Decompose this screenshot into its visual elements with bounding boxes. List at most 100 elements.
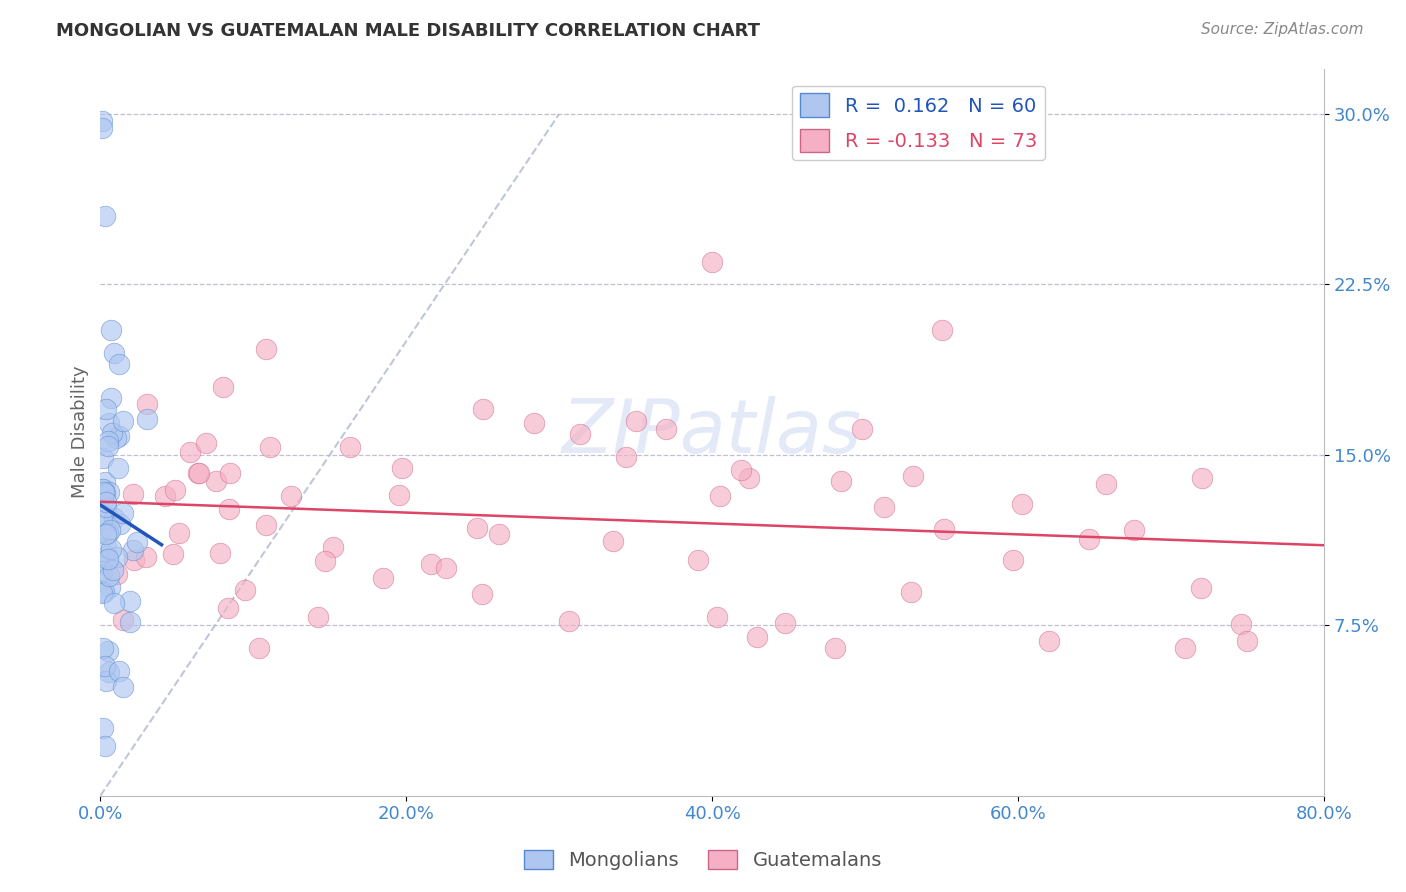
Point	[107, 461, 129, 475]
Point	[745, 631, 768, 645]
Point	[103, 596, 125, 610]
Point	[100, 541, 122, 556]
Point	[103, 562, 125, 576]
Point	[901, 469, 924, 483]
Point	[94, 739, 117, 753]
Point	[100, 391, 122, 405]
Point	[105, 431, 128, 445]
Point	[98, 580, 121, 594]
Point	[108, 429, 131, 443]
Point	[314, 554, 336, 568]
Point	[1174, 640, 1197, 655]
Point	[97, 526, 120, 541]
Point	[217, 601, 239, 615]
Point	[1038, 634, 1060, 648]
Point	[931, 323, 953, 337]
Point	[322, 540, 344, 554]
Point	[830, 474, 852, 488]
Point	[1191, 470, 1213, 484]
Point	[111, 506, 134, 520]
Point	[179, 444, 201, 458]
Point	[488, 527, 510, 541]
Point	[465, 521, 488, 535]
Point	[738, 471, 761, 485]
Point	[96, 549, 118, 564]
Point	[371, 570, 394, 584]
Point	[195, 436, 218, 450]
Point	[730, 462, 752, 476]
Point	[94, 659, 117, 673]
Point	[122, 487, 145, 501]
Point	[100, 425, 122, 440]
Point	[96, 402, 118, 417]
Point	[900, 584, 922, 599]
Point	[471, 402, 494, 417]
Point	[97, 434, 120, 448]
Point	[110, 516, 132, 531]
Point	[98, 569, 121, 583]
Point	[247, 640, 270, 655]
Point	[824, 640, 846, 655]
Point	[93, 508, 115, 523]
Point	[90, 482, 112, 496]
Point	[706, 610, 728, 624]
Point	[339, 440, 361, 454]
Point	[307, 609, 329, 624]
Point	[872, 500, 894, 515]
Point	[624, 414, 647, 428]
Point	[211, 380, 233, 394]
Point	[259, 440, 281, 454]
Point	[218, 501, 240, 516]
Point	[169, 525, 191, 540]
Point	[97, 485, 120, 500]
Point	[118, 615, 141, 630]
Point	[94, 527, 117, 541]
Y-axis label: Male Disability: Male Disability	[72, 366, 89, 499]
Point	[205, 475, 228, 489]
Point	[209, 546, 232, 560]
Point	[254, 343, 277, 357]
Point	[471, 587, 494, 601]
Point	[97, 416, 120, 430]
Point	[107, 664, 129, 678]
Point	[105, 549, 128, 564]
Text: ZIPatlas: ZIPatlas	[562, 396, 862, 468]
Point	[90, 120, 112, 135]
Point	[107, 357, 129, 371]
Point	[97, 551, 120, 566]
Point	[162, 547, 184, 561]
Point	[700, 254, 723, 268]
Point	[105, 566, 128, 581]
Point	[1095, 477, 1118, 491]
Point	[136, 412, 159, 426]
Point	[112, 680, 135, 694]
Point	[1189, 582, 1212, 596]
Point	[932, 522, 955, 536]
Point	[97, 665, 120, 680]
Point	[1078, 532, 1101, 546]
Point	[851, 421, 873, 435]
Point	[91, 450, 114, 465]
Point	[709, 489, 731, 503]
Point	[103, 511, 125, 525]
Point	[773, 615, 796, 630]
Point	[100, 323, 122, 337]
Point	[122, 553, 145, 567]
Point	[136, 397, 159, 411]
Point	[112, 414, 135, 428]
Legend: R =  0.162   N = 60, R = -0.133   N = 73: R = 0.162 N = 60, R = -0.133 N = 73	[793, 86, 1045, 161]
Point	[122, 543, 145, 558]
Point	[118, 594, 141, 608]
Point	[98, 523, 121, 537]
Point	[96, 540, 118, 554]
Point	[90, 564, 112, 578]
Point	[218, 466, 240, 480]
Point	[93, 721, 115, 735]
Point	[523, 417, 546, 431]
Point	[135, 549, 157, 564]
Point	[391, 460, 413, 475]
Point	[233, 582, 256, 597]
Point	[568, 427, 591, 442]
Point	[91, 482, 114, 496]
Point	[1011, 497, 1033, 511]
